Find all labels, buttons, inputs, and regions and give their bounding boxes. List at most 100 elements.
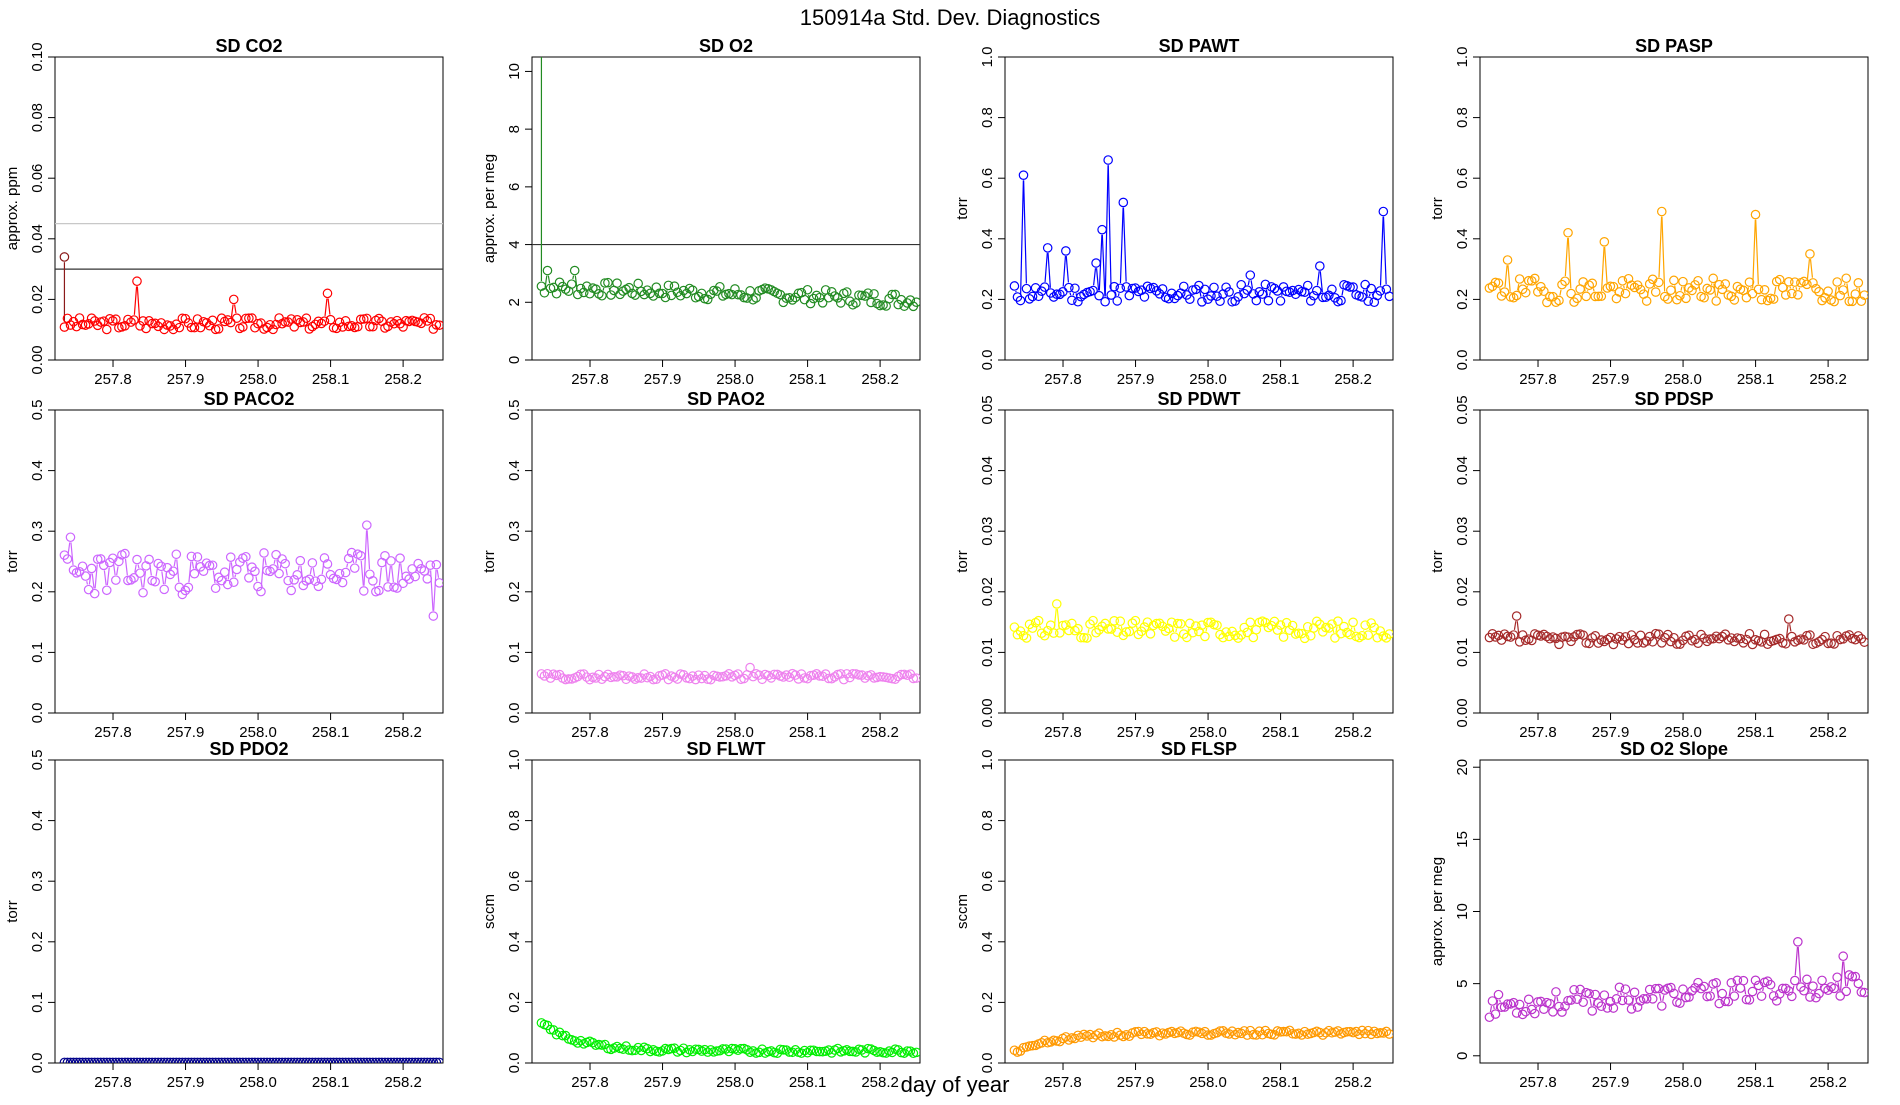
data-point bbox=[1071, 284, 1079, 292]
series-segment bbox=[1807, 259, 1809, 279]
data-point bbox=[1658, 1002, 1666, 1010]
data-point bbox=[1854, 279, 1862, 287]
data-point bbox=[1068, 296, 1076, 304]
y-tick-label: 0.6 bbox=[979, 871, 996, 892]
series-segment bbox=[174, 559, 175, 566]
y-tick-label: 0.5 bbox=[29, 750, 46, 771]
y-tick-label: 0.06 bbox=[29, 164, 46, 193]
data-point bbox=[1304, 623, 1312, 631]
series-segment bbox=[1097, 268, 1099, 290]
data-point bbox=[272, 550, 280, 558]
x-tick-label: 257.8 bbox=[1519, 724, 1557, 741]
y-tick-label: 0.03 bbox=[979, 517, 996, 546]
data-point bbox=[432, 561, 440, 569]
data-point bbox=[1836, 992, 1844, 1000]
x-tick-label: 258.1 bbox=[1737, 724, 1775, 741]
data-point bbox=[172, 550, 180, 558]
data-point bbox=[1788, 289, 1796, 297]
x-tick-label: 257.9 bbox=[644, 724, 682, 741]
series-segment bbox=[117, 567, 118, 575]
y-tick-label: 0.1 bbox=[29, 642, 46, 663]
x-tick-label: 257.8 bbox=[1044, 724, 1082, 741]
data-point bbox=[1785, 615, 1793, 623]
data-point bbox=[139, 589, 147, 597]
y-tick-label: 0.8 bbox=[1454, 107, 1471, 128]
data-point bbox=[296, 556, 304, 564]
series-segment bbox=[1136, 626, 1137, 630]
data-point bbox=[1748, 289, 1756, 297]
x-tick-label: 257.8 bbox=[571, 724, 609, 741]
data-point bbox=[1246, 271, 1254, 279]
data-point bbox=[1591, 990, 1599, 998]
panel-title: SD PACO2 bbox=[204, 389, 295, 409]
y-axis-label: approx. per meg bbox=[1429, 857, 1446, 966]
x-tick-label: 258.2 bbox=[1334, 1074, 1372, 1091]
y-tick-label: 0.0 bbox=[506, 1053, 523, 1074]
data-point bbox=[1588, 1007, 1596, 1015]
data-point bbox=[570, 266, 578, 274]
plot-area bbox=[60, 521, 443, 620]
y-axis-label: torr bbox=[1429, 197, 1446, 220]
data-point bbox=[1842, 987, 1850, 995]
data-point bbox=[543, 266, 551, 274]
series-segment bbox=[1681, 287, 1682, 291]
series-segment bbox=[392, 566, 394, 582]
data-point bbox=[287, 586, 295, 594]
data-point bbox=[1180, 282, 1188, 290]
y-tick-label: 0.8 bbox=[506, 810, 523, 831]
series-segment bbox=[367, 530, 369, 569]
series-segment bbox=[1123, 208, 1126, 282]
data-point bbox=[1833, 973, 1841, 981]
series-segment bbox=[192, 562, 193, 569]
series-segment bbox=[1763, 987, 1764, 991]
data-point bbox=[160, 585, 168, 593]
data-point bbox=[66, 533, 74, 541]
y-axis-label: torr bbox=[4, 550, 21, 573]
series-segment bbox=[573, 276, 574, 279]
y-tick-label: 0.2 bbox=[29, 931, 46, 952]
data-point bbox=[1712, 297, 1720, 305]
x-tick-label: 258.0 bbox=[716, 1074, 754, 1091]
x-tick-label: 257.9 bbox=[167, 1074, 205, 1091]
data-point bbox=[1621, 289, 1629, 297]
data-point bbox=[1053, 600, 1061, 608]
series-segment bbox=[328, 299, 330, 315]
y-axis-label: approx. per meg bbox=[481, 154, 498, 263]
series-segment bbox=[1102, 235, 1105, 297]
data-point bbox=[1818, 976, 1826, 984]
plot-frame bbox=[55, 760, 443, 1063]
plot-area bbox=[1010, 600, 1393, 643]
data-point bbox=[1600, 238, 1608, 246]
series-segment bbox=[1088, 629, 1089, 633]
y-tick-label: 20 bbox=[1454, 759, 1471, 776]
plot-frame bbox=[55, 410, 443, 713]
data-point bbox=[90, 589, 98, 597]
series-segment bbox=[1795, 947, 1797, 975]
y-axis-label: torr bbox=[954, 197, 971, 220]
series-segment bbox=[1251, 280, 1252, 288]
x-tick-label: 258.1 bbox=[789, 371, 827, 388]
series-segment bbox=[1560, 290, 1561, 296]
series-segment bbox=[1508, 265, 1510, 292]
y-tick-label: 10 bbox=[1454, 903, 1471, 920]
x-tick-label: 258.1 bbox=[1737, 1074, 1775, 1091]
y-tick-label: 0.2 bbox=[506, 992, 523, 1013]
y-tick-label: 0.02 bbox=[1454, 577, 1471, 606]
series-segment bbox=[1206, 628, 1207, 632]
x-tick-label: 257.8 bbox=[1519, 1074, 1557, 1091]
data-point bbox=[1279, 633, 1287, 641]
data-point bbox=[193, 553, 201, 561]
series-segment bbox=[1711, 989, 1712, 991]
data-point bbox=[1249, 633, 1257, 641]
data-point bbox=[387, 557, 395, 565]
series-segment bbox=[1045, 253, 1047, 282]
y-tick-label: 0.6 bbox=[979, 168, 996, 189]
series-segment bbox=[1108, 165, 1111, 290]
data-point bbox=[1022, 284, 1030, 292]
data-point bbox=[230, 295, 238, 303]
y-tick-label: 0.4 bbox=[29, 810, 46, 831]
panel-title: SD PDO2 bbox=[209, 739, 288, 759]
x-tick-label: 258.1 bbox=[789, 724, 827, 741]
